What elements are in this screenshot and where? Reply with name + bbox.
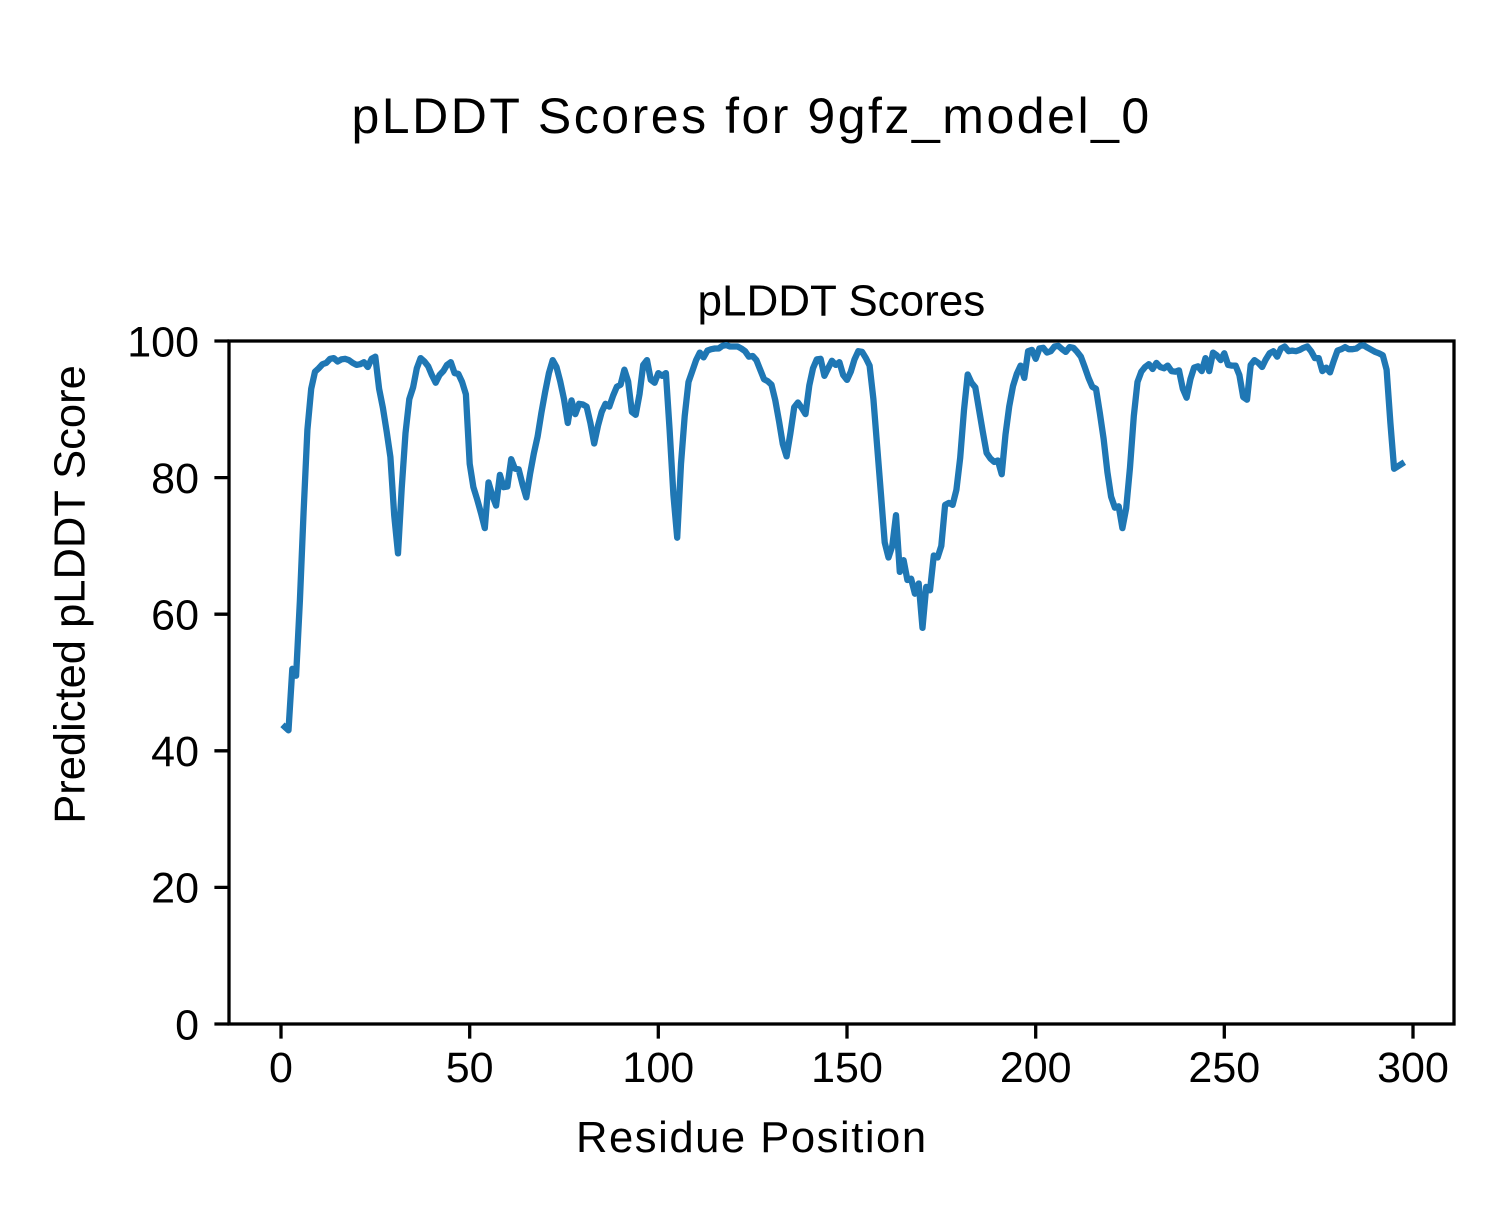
svg-text:60: 60 <box>151 592 199 640</box>
svg-text:250: 250 <box>1188 1044 1260 1092</box>
svg-text:50: 50 <box>446 1044 494 1092</box>
svg-text:100: 100 <box>622 1044 694 1092</box>
svg-text:0: 0 <box>175 1001 199 1049</box>
svg-text:0: 0 <box>269 1044 293 1092</box>
svg-text:pLDDT Scores for 9gfz_model_0: pLDDT Scores for 9gfz_model_0 <box>351 88 1151 144</box>
svg-text:pLDDT Scores: pLDDT Scores <box>698 277 986 326</box>
svg-text:100: 100 <box>127 318 199 366</box>
svg-text:80: 80 <box>151 455 199 503</box>
svg-text:300: 300 <box>1377 1044 1449 1092</box>
svg-text:200: 200 <box>1000 1044 1072 1092</box>
svg-text:20: 20 <box>151 865 199 913</box>
svg-text:150: 150 <box>811 1044 883 1092</box>
svg-text:Predicted pLDDT Score: Predicted pLDDT Score <box>47 365 95 824</box>
svg-text:Residue Position: Residue Position <box>576 1114 928 1162</box>
svg-text:40: 40 <box>151 728 199 776</box>
